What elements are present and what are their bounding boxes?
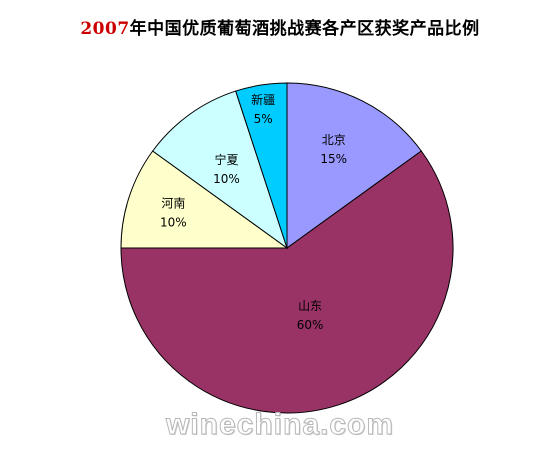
pie-slice [120,150,454,414]
watermark-logo: winechina.com [165,408,395,442]
slice-percent-label: 10% [213,172,240,186]
chart-title-year: 2007 [80,19,130,39]
slice-percent-label: 5% [254,112,273,126]
slice-label: 山东 [298,299,322,313]
chart-title: 2007年中国优质葡萄酒挑战赛各产区获奖产品比例 [0,14,560,39]
pie-slice [235,82,288,249]
pie-slice [286,82,422,249]
chart-title-text: 年中国优质葡萄酒挑战赛各产区获奖产品比例 [129,19,480,39]
slice-label: 河南 [161,195,185,210]
pie-slice [120,150,289,249]
slice-percent-label: 15% [320,152,347,166]
slice-label: 新疆 [251,92,275,107]
slice-percent-label: 60% [297,318,324,332]
slice-percent-label: 10% [160,215,187,229]
slice-label: 宁夏 [214,152,238,167]
pie-slice [152,90,288,250]
slice-label: 北京 [322,133,346,147]
